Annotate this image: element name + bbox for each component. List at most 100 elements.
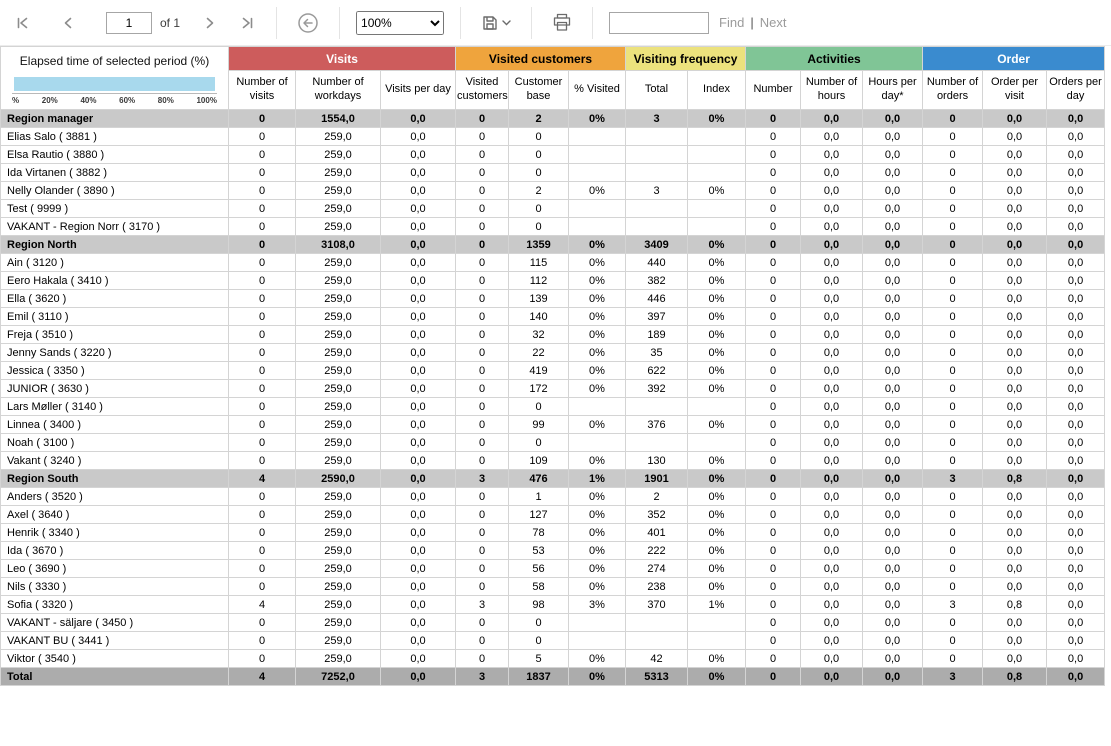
data-cell: 0 [228,235,296,254]
data-cell: 0 [228,163,296,182]
data-cell: 0 [508,613,569,632]
toolbar-divider [592,6,594,39]
data-cell: 2 [508,181,569,200]
page-number-input[interactable] [106,11,152,34]
table-row: Ida Virtanen ( 3882 ) 0 259,0 0,0 0 0 0 0,0 0,0 0… [0,163,1106,182]
data-cell: 0 [455,361,509,380]
data-cell: 259,0 [295,523,381,542]
data-cell: 0% [568,271,626,290]
data-cell: 419 [508,361,569,380]
data-cell: 0,0 [982,505,1048,524]
data-cell [687,145,746,164]
data-cell: 0% [687,343,746,362]
data-cell: 0 [228,415,296,434]
data-cell: 259,0 [295,451,381,470]
row-label: Elias Salo ( 3881 ) [0,127,229,146]
data-cell: 0 [922,505,984,524]
data-cell: 0,0 [800,469,863,488]
data-cell: 0 [922,649,984,668]
data-cell: 0 [455,433,509,452]
data-cell: 0,0 [861,163,924,182]
data-cell: 0,0 [380,217,456,236]
data-cell: 0,0 [982,361,1048,380]
data-cell: 3% [568,595,626,614]
data-cell: 0 [745,109,801,128]
chart-title: Elapsed time of selected period (%) [19,54,210,68]
data-cell: 0 [455,415,509,434]
data-cell: 0,0 [800,127,863,146]
table-row: Sofia ( 3320 ) 4 259,0 0,0 3 98 3% 370 1% 0 0,0 0,0… [0,595,1106,614]
data-cell: 0,0 [861,415,924,434]
row-label: Noah ( 3100 ) [0,433,229,452]
table-row: Henrik ( 3340 ) 0 259,0 0,0 0 78 0% 401 0% 0 0,0 0,… [0,523,1106,542]
last-page-button[interactable] [236,11,260,35]
data-cell: 0,0 [800,181,863,200]
data-cell: 0,0 [1046,361,1106,380]
previous-page-button[interactable] [56,11,80,35]
data-cell: 476 [508,469,569,488]
column-header: Visits per day [380,70,456,110]
data-cell [568,145,626,164]
find-text-input[interactable] [609,11,710,34]
data-cell: 259,0 [295,199,381,218]
print-button[interactable] [548,9,576,36]
table-row: Linnea ( 3400 ) 0 259,0 0,0 0 99 0% 376 0% 0 0,0 0,… [0,415,1106,434]
table-row: VAKANT - säljare ( 3450 ) 0 259,0 0,0 0 0 0 0,0… [0,613,1106,632]
data-cell: 0,0 [861,523,924,542]
data-cell: 0,8 [982,667,1048,686]
data-cell: 0 [922,361,984,380]
data-cell: 0,0 [1046,145,1106,164]
data-cell: 0,0 [982,289,1048,308]
column-header: Hours per day* [861,70,924,110]
data-cell: 0 [455,649,509,668]
data-cell: 0 [228,109,296,128]
data-cell: 0 [228,433,296,452]
column-header: Order per visit [982,70,1048,110]
zoom-select[interactable]: 100% [356,10,445,35]
data-cell: 0,0 [1046,667,1106,686]
group-header-row: Elapsed time of selected period (%) % 20%… [0,46,1106,110]
data-cell: 0 [455,289,509,308]
row-label: Henrik ( 3340 ) [0,523,229,542]
data-cell: 259,0 [295,181,381,200]
data-cell: 2 [625,487,688,506]
data-cell: 130 [625,451,688,470]
data-cell: 0 [455,307,509,326]
data-cell: 0,0 [380,559,456,578]
save-icon [481,14,499,32]
data-cell: 0% [568,109,626,128]
data-cell [568,631,626,650]
table-row: Elias Salo ( 3881 ) 0 259,0 0,0 0 0 0 0,0 0,0 0 0,… [0,127,1106,146]
data-cell: 382 [625,271,688,290]
data-cell: 0 [228,127,296,146]
data-cell: 1% [568,469,626,488]
first-page-button[interactable] [10,11,34,35]
export-button[interactable] [477,10,515,36]
data-cell [687,127,746,146]
table-row: Leo ( 3690 ) 0 259,0 0,0 0 56 0% 274 0% 0 0,0 0,0 0 0… [0,559,1106,578]
data-cell: 0,0 [982,487,1048,506]
data-cell: 0,0 [1046,235,1106,254]
data-cell: 0 [508,631,569,650]
data-cell: 0,0 [800,217,863,236]
data-cell [687,217,746,236]
row-label: Linnea ( 3400 ) [0,415,229,434]
data-cell: 0 [228,325,296,344]
data-cell: 0 [922,163,984,182]
data-cell: 0 [455,559,509,578]
data-cell: 0,0 [861,325,924,344]
data-cell: 440 [625,253,688,272]
data-cell: 0,0 [1046,415,1106,434]
data-cell: 0,0 [861,181,924,200]
data-cell: 3 [922,595,984,614]
back-to-parent-button[interactable] [293,8,323,38]
data-cell: 0,0 [861,667,924,686]
data-cell: 259,0 [295,487,381,506]
find-link[interactable]: Find [719,15,745,30]
next-link[interactable]: Next [759,15,787,30]
data-cell: 0,0 [800,451,863,470]
data-cell: 0% [568,577,626,596]
data-cell: 259,0 [295,271,381,290]
data-cell: 0,0 [1046,649,1106,668]
next-page-button[interactable] [198,11,222,35]
